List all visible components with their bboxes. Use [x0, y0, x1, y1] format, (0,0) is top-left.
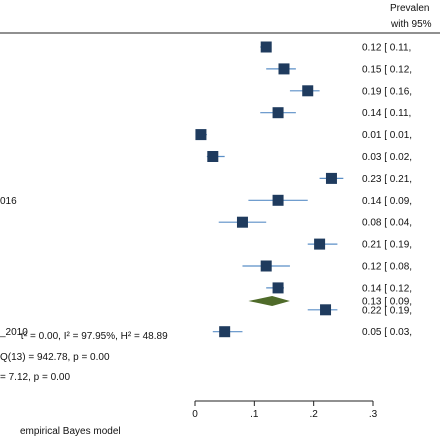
x-tick-label: .2: [309, 409, 318, 420]
study-row: 016 0.14 [ 0.09,: [0, 194, 412, 207]
overall-ci-text: 0.13 [ 0.09,: [362, 297, 412, 308]
study-row: 0.12 [ 0.08,: [242, 260, 412, 273]
x-axis: 0 .1 .2 .3: [192, 400, 378, 420]
study-row: 0.19 [ 0.16,: [289, 85, 412, 97]
estimate-ci-text: 0.03 [ 0.02,: [362, 152, 412, 163]
study-row: 0.08 [ 0.04,: [218, 216, 412, 229]
x-tick-label: .1: [250, 409, 259, 420]
study-row: 0.14 [ 0.11,: [260, 107, 411, 119]
estimate-ci-text: 0.05 [ 0.03,: [362, 327, 412, 338]
study-row: 0.15 [ 0.12,: [266, 63, 412, 75]
x-tick-label: .3: [369, 409, 378, 420]
study-label: _2010: [0, 327, 28, 338]
study-row: 0.21 [ 0.19,: [307, 238, 412, 251]
study-row: 0.22 [ 0.19,: [307, 304, 412, 316]
heterogeneity-line-1: τ² = 0.00, I² = 97.95%, H² = 48.89: [20, 331, 168, 342]
header-line-1: Prevalen: [390, 3, 429, 14]
estimate-ci-text: 0.01 [ 0.01,: [362, 130, 412, 141]
study-row: 0.23 [ 0.21,: [319, 172, 412, 185]
estimate-ci-text: 0.23 [ 0.21,: [362, 174, 412, 185]
heterogeneity-line-2: Q(13) = 942.78, p = 0.00: [0, 352, 110, 363]
header-line-2: with 95%: [390, 19, 432, 30]
study-label: 016: [0, 196, 17, 207]
estimate-marker: [314, 238, 326, 250]
estimate-ci-text: 0.08 [ 0.04,: [362, 218, 412, 229]
estimate-marker: [272, 194, 284, 206]
estimate-marker: [219, 326, 231, 338]
heterogeneity-line-3: = 7.12, p = 0.00: [0, 372, 70, 383]
model-footnote: empirical Bayes model: [20, 426, 121, 437]
estimate-marker: [236, 216, 248, 228]
estimate-marker: [272, 282, 284, 294]
estimate-ci-text: 0.14 [ 0.12,: [362, 283, 412, 294]
overall-diamond: [248, 296, 290, 306]
overall-row: 0.13 [ 0.09,: [248, 296, 412, 308]
study-rows: 0.12 [ 0.11, 0.15 [ 0.12, 0.19 [ 0.16, 0.14…: [0, 41, 412, 338]
estimate-ci-text: 0.12 [ 0.08,: [362, 262, 412, 273]
estimate-ci-text: 0.19 [ 0.16,: [362, 86, 412, 97]
study-row: 0.03 [ 0.02,: [206, 151, 412, 163]
estimate-ci-text: 0.14 [ 0.11,: [362, 108, 411, 119]
estimate-ci-text: 0.15 [ 0.12,: [362, 64, 412, 75]
estimate-marker: [320, 304, 332, 316]
estimate-ci-text: 0.12 [ 0.11,: [362, 43, 411, 54]
estimate-ci-text: 0.14 [ 0.09,: [362, 196, 412, 207]
estimate-marker: [272, 107, 284, 119]
estimate-ci-text: 0.22 [ 0.19,: [362, 305, 412, 316]
estimate-marker: [195, 129, 207, 141]
estimate-marker: [207, 151, 219, 162]
estimate-marker: [325, 172, 337, 184]
estimate-marker: [278, 63, 290, 75]
x-tick-label: 0: [192, 409, 198, 420]
study-row: 0.01 [ 0.01,: [195, 129, 412, 141]
study-row: _2010 0.05 [ 0.03,: [0, 326, 412, 338]
estimate-marker: [260, 41, 272, 53]
estimate-marker: [302, 85, 314, 97]
estimate-marker: [260, 260, 272, 272]
study-row: 0.12 [ 0.11,: [260, 41, 411, 54]
study-row: 0.14 [ 0.12,: [266, 282, 412, 294]
estimate-ci-text: 0.21 [ 0.19,: [362, 240, 412, 251]
